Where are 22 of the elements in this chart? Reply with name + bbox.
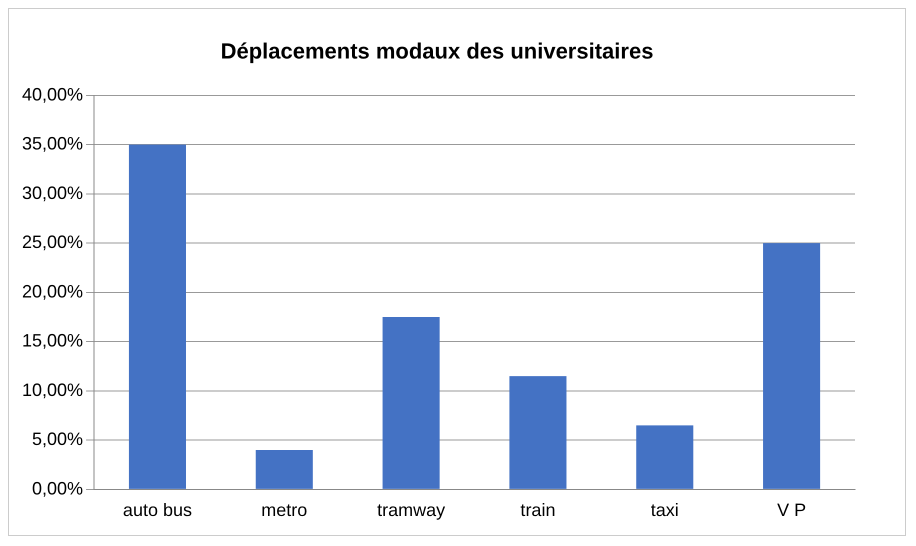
y-tick-label: 25,00% <box>22 232 84 252</box>
x-tick-label: auto bus <box>122 500 192 520</box>
chart-title: Déplacements modaux des universitaires <box>220 38 654 64</box>
y-tick-label: 20,00% <box>22 281 84 302</box>
x-tick-label: V P <box>777 500 806 520</box>
bar <box>382 317 440 489</box>
bar <box>763 243 820 489</box>
x-tick-label: metro <box>261 500 308 520</box>
y-tick-label: 5,00% <box>32 429 84 450</box>
y-tick-label: 35,00% <box>22 134 84 154</box>
x-tick-label: taxi <box>650 500 679 520</box>
y-tick-label: 30,00% <box>22 182 84 203</box>
bar <box>636 425 694 489</box>
y-tick-label: 15,00% <box>22 330 84 351</box>
x-tick-label: train <box>520 500 556 520</box>
bar <box>509 376 566 489</box>
bar <box>256 450 313 489</box>
bar <box>128 144 186 489</box>
x-tick-label: tramway <box>377 500 446 520</box>
y-tick-label: 0,00% <box>32 478 84 498</box>
y-tick-label: 40,00% <box>22 84 84 104</box>
y-tick-label: 10,00% <box>22 380 84 400</box>
